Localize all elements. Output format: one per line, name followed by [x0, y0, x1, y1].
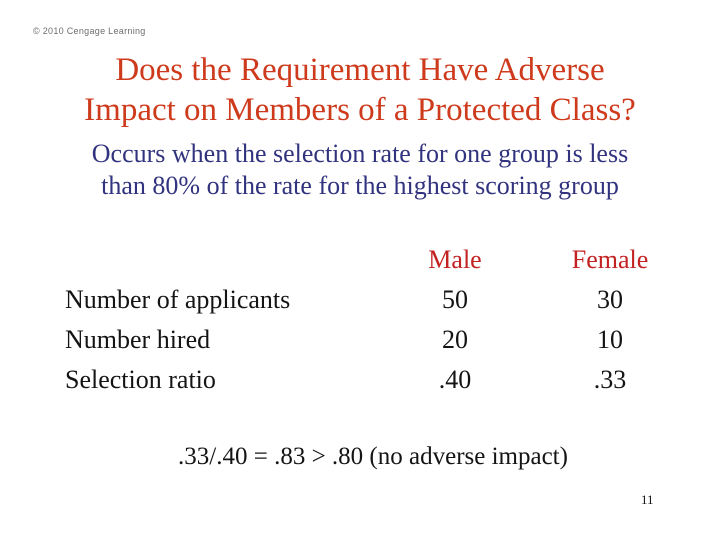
- slide-title: Does the Requirement Have Adverse Impact…: [0, 50, 720, 130]
- adverse-impact-formula: .33/.40 = .83 > .80 (no adverse impact): [178, 443, 568, 470]
- copyright-notice: © 2010 Cengage Learning: [33, 26, 146, 36]
- slide-title-line-1: Does the Requirement Have Adverse: [115, 52, 605, 88]
- table-cell-male: 20: [442, 325, 468, 354]
- page-number: 11: [641, 492, 654, 507]
- slide-subtitle-line-2: than 80% of the rate for the highest sco…: [101, 171, 619, 200]
- table-cell-female: 30: [597, 285, 623, 314]
- table-header-female: Female: [571, 245, 649, 274]
- table-cell-male: 50: [442, 285, 468, 314]
- adverse-impact-table: Male Female Number of applicants 50 30 N…: [65, 240, 675, 400]
- table-row-label: Number hired: [65, 325, 211, 354]
- table-cell-female: .33: [593, 365, 627, 394]
- slide-title-line-2: Impact on Members of a Protected Class?: [84, 92, 636, 128]
- table-row-label: Selection ratio: [65, 365, 216, 394]
- table-row-label: Number of applicants: [65, 285, 291, 314]
- slide-subtitle: Occurs when the selection rate for one g…: [0, 138, 720, 202]
- table-header-male: Male: [428, 245, 482, 274]
- table-cell-male: .40: [438, 365, 472, 394]
- slide-subtitle-line-1: Occurs when the selection rate for one g…: [91, 139, 629, 168]
- table-cell-female: 10: [597, 325, 623, 354]
